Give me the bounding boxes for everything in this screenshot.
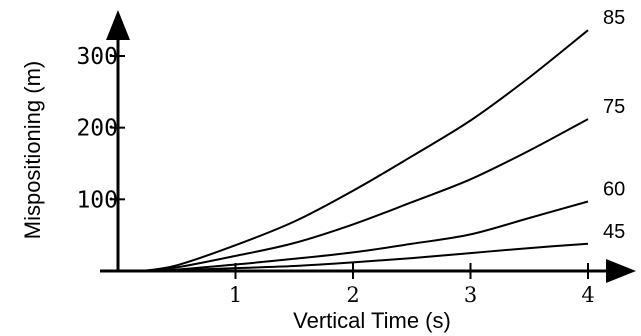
series-label-60: 60 [603, 178, 625, 200]
x-tick-label: 2 [346, 283, 359, 307]
series-label-45: 45 [603, 221, 625, 243]
series-label-75: 75 [603, 96, 625, 118]
x-tick-label: 3 [464, 283, 477, 307]
series-label-85: 85 [603, 7, 625, 29]
series-line-45 [141, 242, 589, 272]
x-axis-title: Vertical Time (s) [293, 308, 451, 333]
y-tick-label: 300 [76, 44, 118, 70]
y-tick-label: 200 [76, 116, 118, 142]
y-axis-arrowhead [106, 10, 130, 40]
series-line-85 [141, 29, 589, 272]
x-axis-arrowhead [606, 259, 636, 283]
series-line-60 [141, 200, 589, 272]
series-line-75 [141, 118, 589, 272]
y-axis-title: Mispositioning (m) [20, 61, 45, 240]
y-tick-label: 100 [76, 187, 118, 213]
x-tick-label: 1 [229, 283, 242, 307]
x-tick-label: 4 [581, 283, 594, 307]
